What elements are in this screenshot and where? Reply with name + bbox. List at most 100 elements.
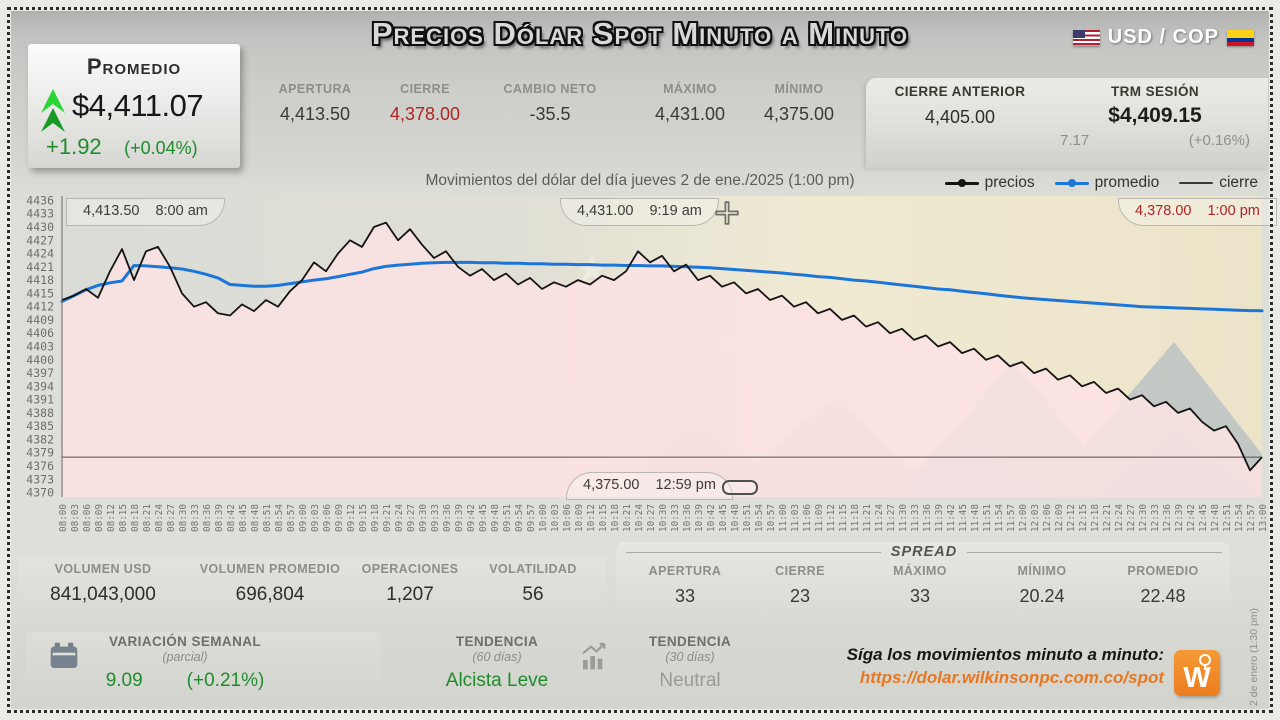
svg-text:10:03: 10:03 <box>550 504 561 532</box>
svg-text:12:39: 12:39 <box>1174 504 1185 532</box>
svg-text:08:30: 08:30 <box>178 504 189 532</box>
stat-value: 696,804 <box>235 584 305 605</box>
cierre-line-marker <box>1179 182 1214 184</box>
svg-text:12:09: 12:09 <box>1054 504 1065 532</box>
svg-text:4379: 4379 <box>26 446 54 460</box>
stat-cierre-anterior: CIERRE ANTERIOR 4,405.00 <box>870 84 1050 128</box>
svg-text:10:54: 10:54 <box>754 504 765 532</box>
svg-text:10:57: 10:57 <box>766 504 777 532</box>
svg-text:12:03: 12:03 <box>1030 504 1041 532</box>
chart-area: ★★★★★44364433443044274424442144184415441… <box>14 192 1277 552</box>
svg-text:10:06: 10:06 <box>562 504 573 532</box>
cta-url-link[interactable]: https://dolar.wilkinsonpc.com.co/spot <box>859 668 1164 687</box>
chart-svg: ★★★★★44364433443044274424442144184415441… <box>26 193 1269 532</box>
chart-legend: precios promedio cierre <box>944 174 1258 192</box>
stat-value: 56 <box>522 584 544 605</box>
svg-text:08:54: 08:54 <box>274 504 285 532</box>
svg-text:11:42: 11:42 <box>946 504 957 532</box>
annotation-12-59-pm: 4,375.00 12:59 pm <box>566 472 733 500</box>
stat-apertura: APERTURA 4,413.50 <box>250 82 380 125</box>
svg-text:12:45: 12:45 <box>1198 504 1209 532</box>
spread-divider-left <box>626 551 881 553</box>
chart-annotations: 4,413.50 8:00 am 4,431.00 9:19 am 4,378.00 1:… <box>14 192 1277 552</box>
svg-text:09:39: 09:39 <box>454 504 465 532</box>
annotation-8-00-am: 4,413.50 8:00 am <box>66 198 225 226</box>
chart-subtitle: Movimientos del dólar del día jueves 2 d… <box>425 172 855 189</box>
spread-divider-right <box>967 551 1222 553</box>
svg-text:10:18: 10:18 <box>610 504 621 532</box>
annotation-time: 9:19 am <box>649 203 702 219</box>
stat-label: PROMEDIO <box>1127 564 1199 578</box>
stat-label: CIERRE ANTERIOR <box>894 84 1026 99</box>
svg-text:4433: 4433 <box>26 207 54 221</box>
svg-text:08:03: 08:03 <box>70 504 81 532</box>
svg-text:11:51: 11:51 <box>982 504 993 532</box>
legend-label: precios <box>984 174 1035 191</box>
tendencia-60-sub: (60 días) <box>472 650 522 664</box>
svg-text:12:00: 12:00 <box>1018 504 1029 532</box>
svg-text:11:57: 11:57 <box>1006 504 1017 532</box>
svg-text:13:00: 13:00 <box>1258 504 1269 532</box>
svg-text:10:36: 10:36 <box>682 504 693 532</box>
logo-letter: W <box>1183 662 1211 694</box>
svg-text:08:33: 08:33 <box>190 504 201 532</box>
trm-change-pct: (+0.16%) <box>1188 132 1250 149</box>
svg-text:09:27: 09:27 <box>406 504 417 532</box>
variacion-value: 9.09 <box>105 670 143 691</box>
variacion-pct: (+0.21%) <box>186 670 265 691</box>
tendencia-60-block: TENDENCIA (60 días) Alcista Leve <box>417 634 577 692</box>
svg-text:08:45: 08:45 <box>238 504 249 532</box>
stat-value: 33 <box>909 586 931 606</box>
svg-text:4388: 4388 <box>26 406 54 420</box>
annotation-value: 4,378.00 <box>1135 203 1192 219</box>
legend-item-promedio: promedio <box>1054 174 1160 192</box>
variacion-label: VARIACIÓN SEMANAL <box>108 634 262 649</box>
svg-text:4424: 4424 <box>26 247 54 261</box>
stats-row: APERTURA 4,413.50 CIERRE 4,378.00 CAMBIO NET… <box>0 82 1280 162</box>
annotation-time: 12:59 pm <box>655 477 716 493</box>
svg-text:11:06: 11:06 <box>802 504 813 532</box>
move-cursor-icon <box>715 201 739 225</box>
svg-text:10:39: 10:39 <box>694 504 705 532</box>
svg-text:09:48: 09:48 <box>490 504 501 532</box>
svg-text:11:15: 11:15 <box>838 504 849 532</box>
svg-text:12:12: 12:12 <box>1066 504 1077 532</box>
annotation-value: 4,431.00 <box>577 203 634 219</box>
spread-panel <box>616 542 1230 628</box>
legend-label: promedio <box>1094 174 1160 191</box>
wilkinsonpc-logo[interactable]: W <box>1174 650 1220 696</box>
tendencia-60-label: TENDENCIA <box>455 634 539 649</box>
svg-text:4436: 4436 <box>26 193 54 207</box>
stat-value: -35.5 <box>529 104 571 124</box>
svg-text:09:54: 09:54 <box>514 504 525 532</box>
stat-value: 4,413.50 <box>279 104 351 124</box>
svg-text:11:30: 11:30 <box>898 504 909 532</box>
trend-chart-icon <box>582 642 606 670</box>
volume-stat-2: OPERACIONES 1,207 <box>325 562 495 606</box>
volume-stat-1: VOLUMEN PROMEDIO 696,804 <box>185 562 355 606</box>
svg-text:4409: 4409 <box>26 313 54 327</box>
svg-text:09:30: 09:30 <box>418 504 429 532</box>
svg-text:4406: 4406 <box>26 326 54 340</box>
svg-text:09:33: 09:33 <box>430 504 441 532</box>
stat-value: 1,207 <box>386 584 434 605</box>
volume-stat-0: VOLUMEN USD 841,043,000 <box>18 562 188 606</box>
stat-label: OPERACIONES <box>361 562 459 576</box>
svg-text:08:09: 08:09 <box>94 504 105 532</box>
volume-stat-3: VOLATILIDAD 56 <box>448 562 618 606</box>
side-timestamp: 2 de enero (1:30 pm) <box>1248 607 1260 706</box>
stat-label: VOLUMEN PROMEDIO <box>199 562 341 576</box>
stat-value: 4,378.00 <box>389 104 461 124</box>
page-title: Precios Dólar Spot Minuto a Minuto <box>371 16 909 51</box>
stat-cambio-neto: CAMBIO NETO -35.5 <box>480 82 620 125</box>
svg-text:11:39: 11:39 <box>934 504 945 532</box>
trm-change: 7.17 <box>1060 132 1090 149</box>
up-arrow-icon <box>41 89 65 132</box>
spread-stat-máximo: MÁXIMO 33 <box>865 564 975 607</box>
stat-label: MÁXIMO <box>893 564 947 578</box>
svg-text:4385: 4385 <box>26 419 54 433</box>
svg-text:11:45: 11:45 <box>958 504 969 532</box>
stat-label: APERTURA <box>648 564 722 578</box>
variacion-sub: (parcial) <box>162 650 208 664</box>
currency-pair: USD / COP <box>1072 26 1254 49</box>
